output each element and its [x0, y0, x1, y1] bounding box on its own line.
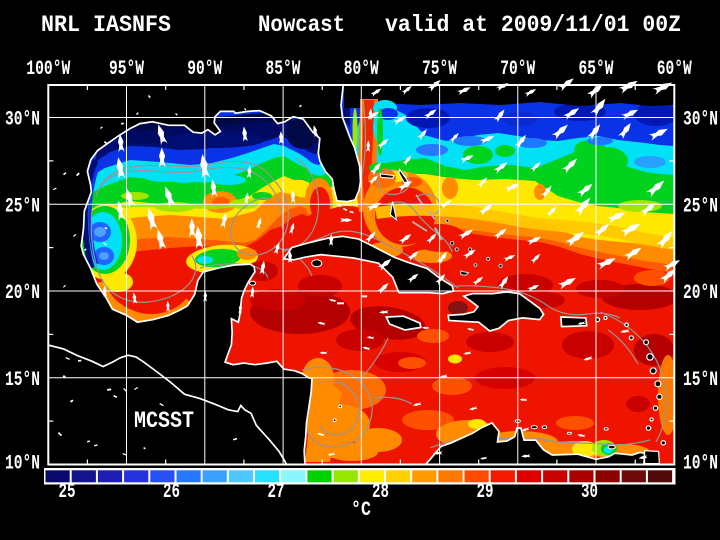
svg-text:26: 26 [163, 481, 180, 504]
svg-text:95°W: 95°W [109, 58, 144, 81]
svg-text:100°W: 100°W [26, 58, 70, 81]
svg-text:NRL IASNFS: NRL IASNFS [41, 12, 171, 38]
svg-text:15°N: 15°N [683, 369, 718, 392]
svg-text:80°W: 80°W [344, 58, 379, 81]
svg-text:10°N: 10°N [683, 453, 718, 476]
svg-text:28: 28 [372, 481, 389, 504]
svg-text:60°W: 60°W [657, 58, 692, 81]
svg-text:MCSST: MCSST [134, 408, 194, 434]
svg-text:90°W: 90°W [187, 58, 222, 81]
svg-text:30: 30 [581, 481, 598, 504]
svg-text:25°N: 25°N [683, 195, 718, 218]
svg-text:30°N: 30°N [5, 109, 40, 132]
svg-text:25: 25 [59, 481, 76, 504]
svg-text:20°N: 20°N [5, 282, 40, 305]
svg-text:10°N: 10°N [5, 453, 40, 476]
svg-text:85°W: 85°W [266, 58, 301, 81]
svg-text:75°W: 75°W [422, 58, 457, 81]
svg-text:30°N: 30°N [683, 109, 718, 132]
svg-text:29: 29 [477, 481, 494, 504]
svg-text:70°W: 70°W [500, 58, 535, 81]
svg-text:27: 27 [268, 481, 285, 504]
svg-text:valid at 2009/11/01 00Z: valid at 2009/11/01 00Z [385, 12, 681, 38]
svg-text:°C: °C [351, 499, 371, 522]
svg-text:15°N: 15°N [5, 369, 40, 392]
svg-text:Nowcast: Nowcast [258, 12, 345, 38]
svg-text:65°W: 65°W [579, 58, 614, 81]
svg-text:25°N: 25°N [5, 195, 40, 218]
svg-text:20°N: 20°N [683, 282, 718, 305]
